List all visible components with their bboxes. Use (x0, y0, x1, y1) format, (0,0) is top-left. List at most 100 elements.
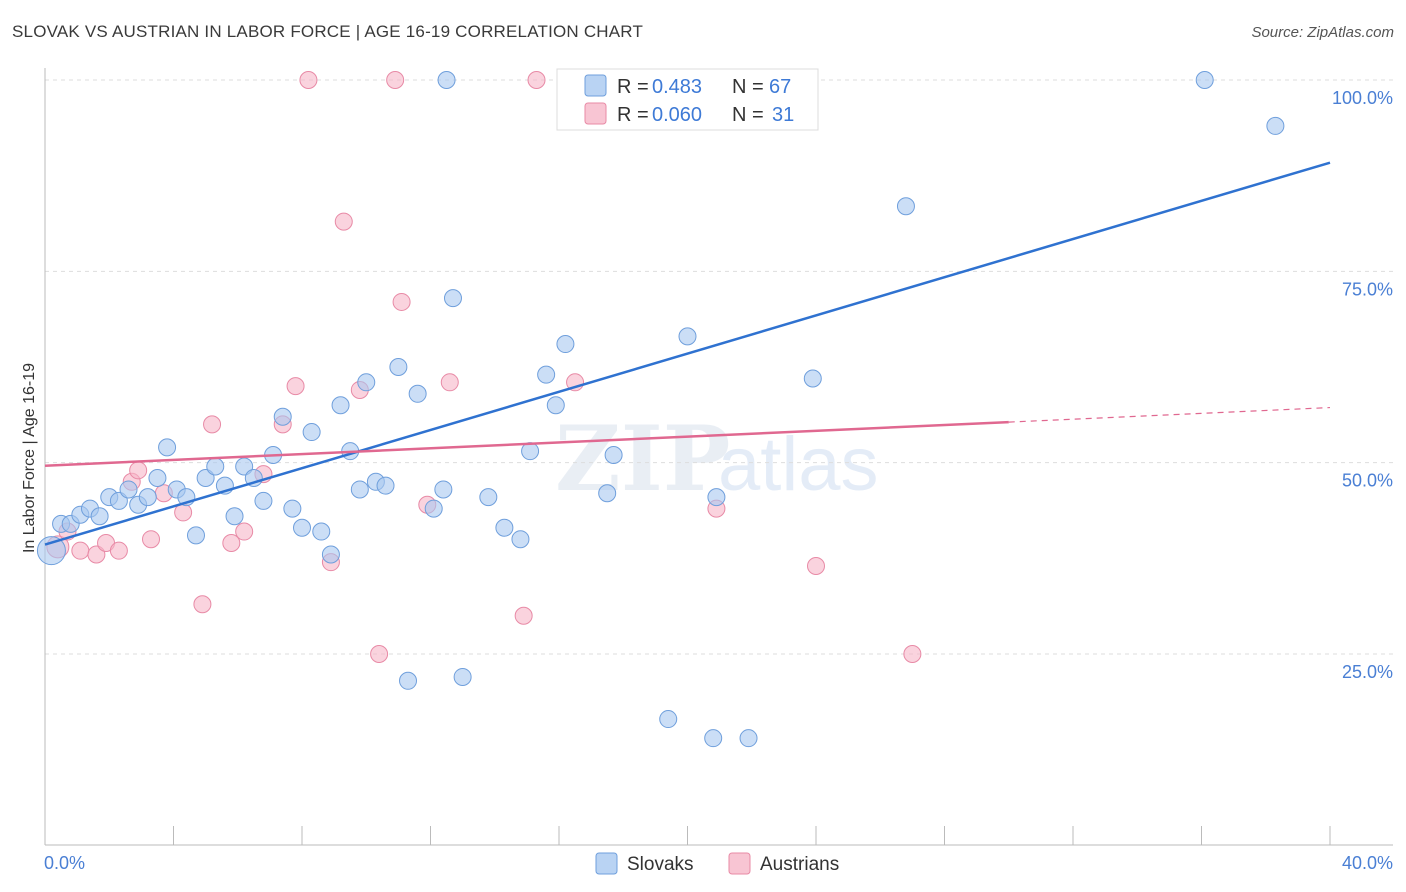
source-label: Source: ZipAtlas.com (1251, 24, 1394, 41)
slovaks-point (196, 468, 215, 487)
y-tick-label: 25.0% (1342, 662, 1393, 682)
slovaks-point (389, 358, 408, 376)
slovaks-point (704, 729, 723, 748)
slovaks-point (896, 197, 915, 216)
bottom-legend-label-slovaks: Slovaks (627, 854, 694, 875)
y-tick-label: 50.0% (1342, 471, 1393, 491)
watermark-zip: ZIP (555, 406, 730, 512)
slovaks-point (357, 373, 376, 392)
slovaks-point (331, 396, 350, 415)
trend-lines (44, 161, 1331, 546)
legend-n-label-austrians: N = (732, 104, 764, 126)
slovaks-point (443, 289, 462, 308)
slovaks-point (376, 476, 395, 495)
austrians-point (514, 606, 533, 625)
austrians-point (440, 373, 459, 392)
austrians-point (392, 292, 411, 311)
bottom-legend-swatch-austrians (728, 852, 751, 875)
slovaks-point (556, 335, 575, 354)
slovaks-point (511, 530, 530, 549)
slovaks-point (537, 365, 556, 384)
legend-n-value-austrians: 31 (772, 104, 794, 126)
y-axis-label: In Labor Force | Age 16-19 (21, 363, 38, 553)
series-legend: Slovaks Austrians (595, 852, 839, 875)
slovaks-point (254, 491, 273, 510)
austrians-point (109, 541, 128, 560)
slovaks-point (598, 484, 617, 503)
slovaks-point (659, 710, 678, 729)
x-tick-label-left: 0.0% (44, 853, 85, 873)
slovaks-point (424, 499, 443, 518)
slovaks-point (707, 488, 726, 507)
slovaks-point (302, 423, 321, 442)
slovaks-point (1266, 116, 1285, 135)
slovaks-point (206, 457, 225, 476)
slovaks-trend-line (44, 161, 1331, 546)
slovaks-point (350, 480, 369, 499)
austrians-point (386, 71, 405, 89)
bottom-legend-swatch-slovaks (595, 852, 618, 875)
slovaks-point (678, 327, 697, 346)
legend-r-label-slovaks: R = (617, 76, 649, 98)
austrians-point (235, 522, 254, 541)
austrians-point (299, 71, 318, 89)
slovaks-point (479, 488, 498, 507)
legend-swatch-austrians (584, 102, 607, 125)
austrians-point (807, 556, 825, 575)
stats-legend: R = 0.483 N = 67 R = 0.060 N = 31 (556, 68, 819, 131)
legend-n-value-slovaks: 67 (769, 76, 791, 98)
x-tick-label-right: 40.0% (1342, 853, 1393, 873)
watermark-atlas: atlas (718, 422, 879, 507)
slovaks-point (604, 446, 623, 465)
slovaks-point (437, 71, 456, 89)
slovaks-point (495, 518, 514, 537)
austrians-point (334, 212, 353, 231)
slovaks-point (321, 545, 340, 564)
legend-r-label-austrians: R = (617, 104, 649, 126)
slovaks-point (90, 507, 109, 526)
austrians-point (903, 645, 922, 663)
legend-r-value-slovaks: 0.483 (652, 76, 702, 98)
slovaks-point (434, 480, 453, 499)
chart-title: SLOVAK VS AUSTRIAN IN LABOR FORCE | AGE … (12, 22, 644, 41)
slovaks-point (293, 518, 311, 537)
austrians-point (370, 645, 389, 663)
slovaks-point (283, 499, 302, 518)
austrians-point (129, 461, 148, 480)
slovaks-point (1195, 71, 1214, 89)
slovaks-point (312, 522, 331, 541)
slovaks-point (408, 384, 427, 403)
slovaks-point (225, 507, 244, 526)
slovaks-point (148, 468, 167, 487)
axes (44, 68, 1393, 846)
legend-swatch-slovaks (584, 74, 607, 97)
y-tick-label: 75.0% (1342, 279, 1393, 299)
slovaks-point (399, 671, 418, 690)
austrians-point (142, 530, 161, 549)
grid-lines (45, 79, 1393, 655)
austrians-point (527, 71, 546, 89)
austrians-point (87, 545, 106, 564)
austrians-point (71, 541, 90, 560)
slovaks-point (119, 480, 138, 499)
slovaks-point (109, 491, 128, 510)
watermark: ZIP atlas (555, 406, 879, 512)
bottom-legend-label-austrians: Austrians (760, 854, 839, 875)
slovaks-point (186, 526, 205, 545)
slovaks-point (803, 369, 822, 388)
austrians-trend-line (44, 420, 1009, 467)
slovaks-point (235, 457, 254, 476)
slovaks-point (546, 396, 565, 415)
austrians-trend-line-extension (1008, 406, 1331, 423)
legend-n-label-slovaks: N = (732, 76, 764, 98)
slovaks-point (739, 729, 758, 748)
slovaks-point (273, 407, 292, 426)
slovaks-point (36, 536, 66, 566)
legend-r-value-austrians: 0.060 (652, 104, 702, 126)
slovaks-point (138, 488, 157, 507)
slovaks-point (453, 667, 472, 686)
austrians-point (222, 534, 241, 553)
austrians-point (203, 415, 222, 434)
y-tick-labels: 25.0% 50.0% 75.0% 100.0% (1332, 88, 1393, 682)
